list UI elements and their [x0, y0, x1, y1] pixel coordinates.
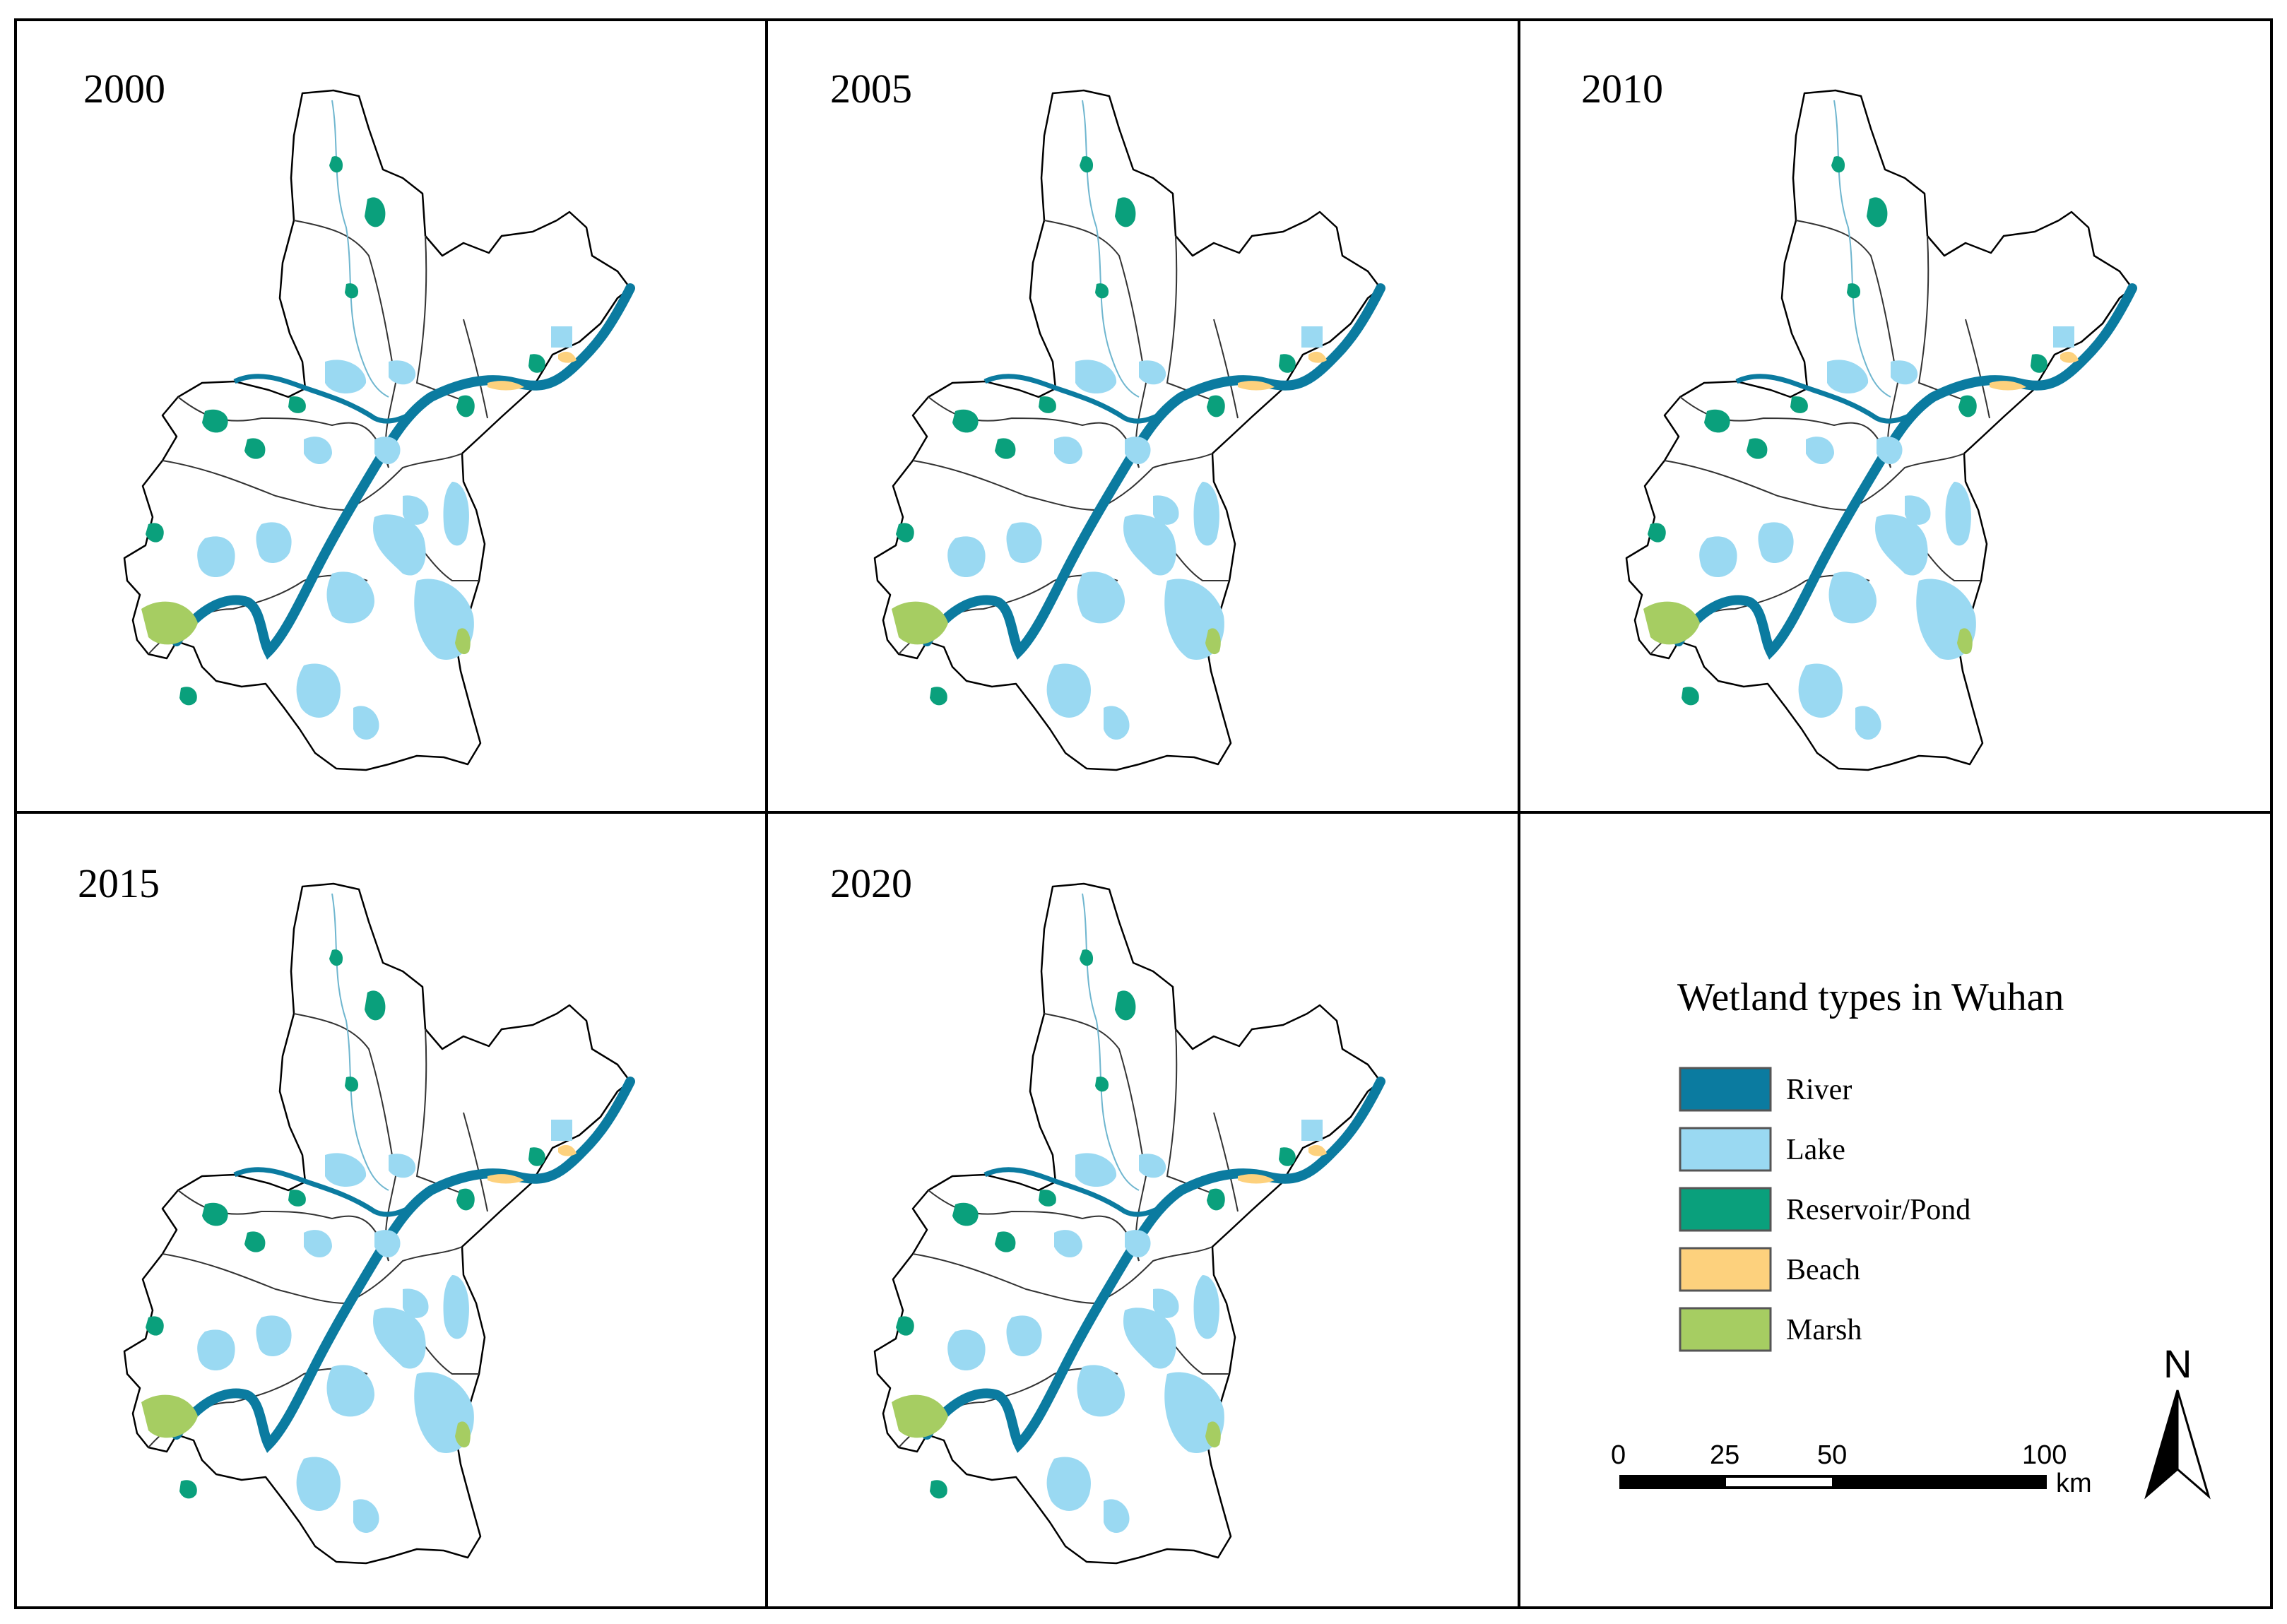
map-panel-2015: 2015 [78, 860, 630, 1563]
legend-label: Beach [1786, 1254, 1860, 1286]
panel-year-label: 2005 [830, 66, 912, 112]
legend: Wetland types in Wuhan River Lake Reservoi… [1677, 976, 2064, 1352]
legend-label: Lake [1786, 1134, 1845, 1166]
legend-swatch-lake [1679, 1127, 1772, 1172]
scale-tick-25: 25 [1710, 1440, 1739, 1470]
legend-swatch-reservoir-pond [1679, 1187, 1772, 1232]
panel-grid [14, 18, 2273, 1609]
scale-bar: 0 25 50 100 km [1611, 1440, 2092, 1498]
scale-unit: km [2056, 1469, 2092, 1498]
panel-year-label: 2010 [1581, 66, 1663, 112]
panel-year-label: 2000 [83, 66, 165, 112]
scale-tick-0: 0 [1611, 1440, 1626, 1470]
north-arrow: N [2144, 1341, 2211, 1500]
legend-swatch-beach [1679, 1247, 1772, 1292]
legend-title: Wetland types in Wuhan [1677, 976, 2064, 1019]
scale-tick-100: 100 [2022, 1440, 2067, 1470]
map-panel-2010: 2010 [1581, 66, 2132, 770]
scale-tick-50: 50 [1817, 1440, 1847, 1470]
legend-label: Marsh [1786, 1314, 1862, 1346]
map-panel-2005: 2005 [830, 66, 1381, 770]
map-panel-2020: 2020 [830, 860, 1381, 1563]
legend-label: Reservoir/Pond [1786, 1194, 1970, 1226]
legend-swatch-river [1679, 1067, 1772, 1112]
legend-swatch-marsh [1679, 1307, 1772, 1352]
panel-year-label: 2020 [830, 860, 912, 906]
panel-year-label: 2015 [78, 860, 160, 906]
legend-label: River [1786, 1074, 1852, 1106]
north-arrow-label: N [2163, 1341, 2192, 1386]
map-panel-2000: 2000 [83, 66, 630, 770]
